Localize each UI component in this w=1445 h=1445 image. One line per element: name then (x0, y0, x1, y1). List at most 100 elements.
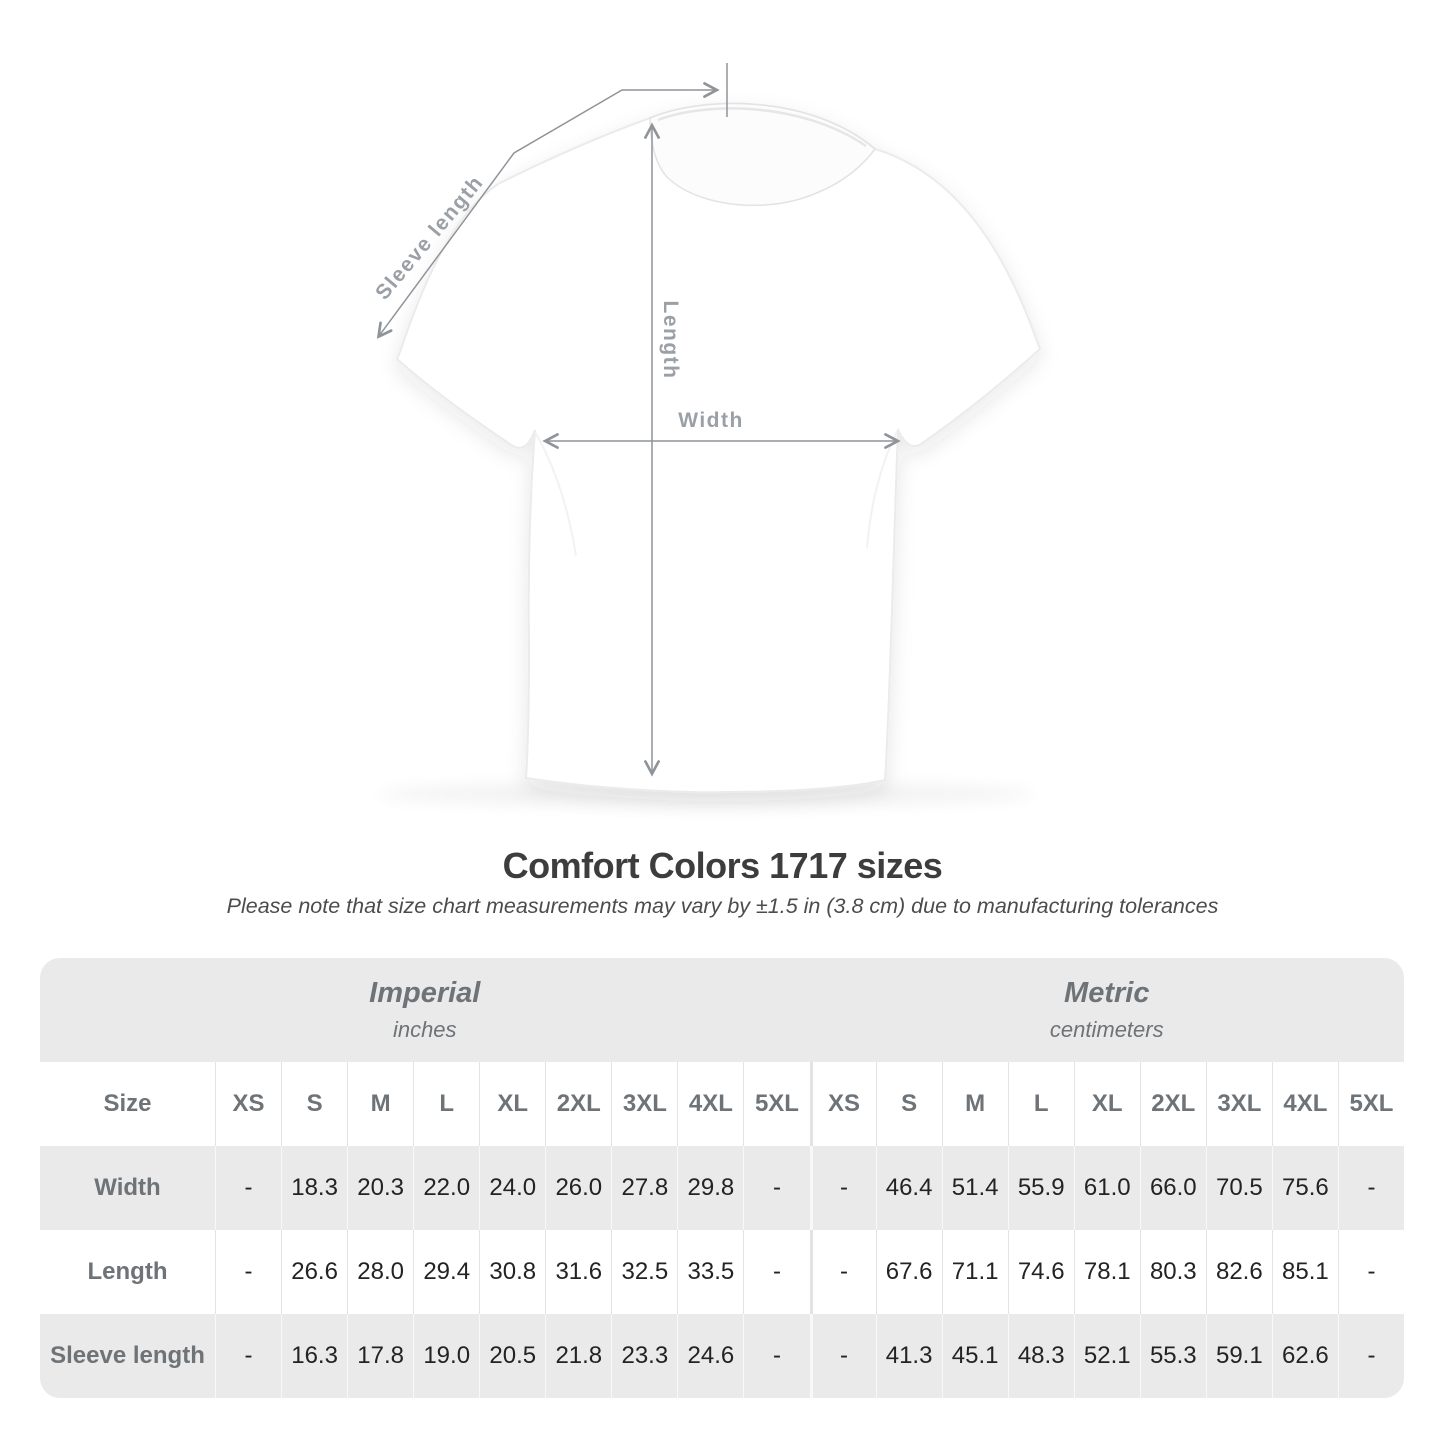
measurement-cell: - (1337, 1230, 1404, 1314)
measurement-cell: 19.0 (413, 1314, 479, 1398)
size-header-imperial-l: L (413, 1062, 479, 1146)
size-header-imperial-2xl: 2XL (545, 1062, 611, 1146)
size-header-metric-4xl: 4XL (1271, 1062, 1338, 1146)
measurement-cell: 27.8 (611, 1146, 677, 1230)
measurement-cell: - (1337, 1314, 1404, 1398)
measurement-cell: 85.1 (1271, 1230, 1338, 1314)
measurement-cell: 17.8 (347, 1314, 413, 1398)
measurement-cell: - (743, 1230, 809, 1314)
measurement-cell: 62.6 (1271, 1314, 1338, 1398)
tshirt-graphic (376, 102, 1042, 806)
tshirt-image (376, 63, 1042, 806)
measurement-cell: 26.0 (545, 1146, 611, 1230)
size-header-metric-5xl: 5XL (1337, 1062, 1404, 1146)
size-table: Imperial inches Metric centimeters Size … (40, 958, 1404, 1398)
measurement-cell: - (1337, 1146, 1404, 1230)
size-header-metric-xs: XS (809, 1062, 876, 1146)
size-header-metric-2xl: 2XL (1139, 1062, 1206, 1146)
measurement-cell: 78.1 (1073, 1230, 1140, 1314)
page-title: Comfort Colors 1717 sizes (502, 845, 943, 886)
measurement-cell: 22.0 (413, 1146, 479, 1230)
table-row-sleeve-length: Sleeve length -16.3 17.8 19.0 20.5 21.8 23.3 24… (40, 1314, 1404, 1398)
measurement-cell: 61.0 (1073, 1146, 1140, 1230)
measurement-cell: 30.8 (479, 1230, 545, 1314)
size-header-imperial-3xl: 3XL (611, 1062, 677, 1146)
row-label: Length (87, 1258, 168, 1285)
table-body: Width -18.3 20.3 22.0 24.0 26.0 27.8 29.8- -46.4… (40, 1146, 1404, 1398)
measurement-cell: 20.5 (479, 1314, 545, 1398)
metric-unit-header: Metric centimeters (810, 958, 1405, 1062)
measurement-cell: - (215, 1230, 281, 1314)
measurement-cell: 46.4 (875, 1146, 942, 1230)
table-row-width: Width -18.3 20.3 22.0 24.0 26.0 27.8 29.8- -46.4… (40, 1146, 1404, 1230)
size-header-imperial-4xl: 4XL (677, 1062, 743, 1146)
measurement-cell: 24.6 (677, 1314, 743, 1398)
measurement-cell: 33.5 (677, 1230, 743, 1314)
size-header-imperial-m: M (347, 1062, 413, 1146)
width-measure-label: Width (678, 409, 744, 432)
fabric-crease-left (534, 431, 577, 557)
measurement-cell: 48.3 (1007, 1314, 1074, 1398)
size-header-imperial-s: S (281, 1062, 347, 1146)
measurement-cell: - (743, 1146, 809, 1230)
size-header-row: Size XS S M L XL 2XL 3XL 4XL 5XL XS S M L XL 2XL 3XL 4XL… (40, 1062, 1404, 1146)
measurement-cell: 29.8 (677, 1146, 743, 1230)
size-header-metric-s: S (875, 1062, 942, 1146)
measurement-cell: 59.1 (1205, 1314, 1272, 1398)
tolerance-note: Please note that size chart measurements… (226, 894, 1219, 918)
measurement-cell: 80.3 (1139, 1230, 1206, 1314)
measurement-cell: 45.1 (941, 1314, 1008, 1398)
size-column-header: Size (103, 1090, 152, 1117)
measurement-cell: 75.6 (1271, 1146, 1338, 1230)
tshirt-diagram: Sleeve length Length Width (371, 63, 1042, 806)
measurement-cell: - (215, 1314, 281, 1398)
measurement-cell: - (809, 1146, 876, 1230)
length-measure-label: Length (659, 300, 682, 380)
measurement-lines (379, 63, 897, 773)
measurement-cell: 52.1 (1073, 1314, 1140, 1398)
table-row-length: Length -26.6 28.0 29.4 30.8 31.6 32.5 33.5- -67.… (40, 1230, 1404, 1314)
measurement-cell: 24.0 (479, 1146, 545, 1230)
measurement-cell: - (809, 1314, 876, 1398)
size-header-metric-m: M (941, 1062, 1008, 1146)
measurement-cell: 82.6 (1205, 1230, 1272, 1314)
measurement-cell: 67.6 (875, 1230, 942, 1314)
row-label: Width (94, 1174, 161, 1201)
measurement-cell: 23.3 (611, 1314, 677, 1398)
measurement-cell: 51.4 (941, 1146, 1008, 1230)
size-header-imperial-xs: XS (215, 1062, 281, 1146)
row-label: Sleeve length (50, 1342, 205, 1369)
measurement-cell: 55.3 (1139, 1314, 1206, 1398)
measurement-cell: 16.3 (281, 1314, 347, 1398)
measurement-cell: 66.0 (1139, 1146, 1206, 1230)
measurement-cell: 31.6 (545, 1230, 611, 1314)
measurement-cell: 29.4 (413, 1230, 479, 1314)
imperial-label: Imperial (369, 977, 481, 1009)
size-header-imperial-5xl: 5XL (743, 1062, 809, 1146)
size-header-metric-3xl: 3XL (1205, 1062, 1272, 1146)
measurement-cell: 41.3 (875, 1314, 942, 1398)
imperial-sublabel: inches (392, 1017, 457, 1042)
measurement-cell: 71.1 (941, 1230, 1008, 1314)
measurement-cell: - (809, 1230, 876, 1314)
measurement-cell: 74.6 (1007, 1230, 1074, 1314)
measurement-cell: - (743, 1314, 809, 1398)
measurement-cell: 70.5 (1205, 1146, 1272, 1230)
measurement-cell: 21.8 (545, 1314, 611, 1398)
metric-label: Metric (1064, 977, 1150, 1009)
size-header-imperial-xl: XL (479, 1062, 545, 1146)
measurement-cell: 20.3 (347, 1146, 413, 1230)
measurement-cell: 32.5 (611, 1230, 677, 1314)
unit-header-band: Imperial inches Metric centimeters (40, 958, 1404, 1062)
size-header-metric-l: L (1007, 1062, 1074, 1146)
sleeve-length-line (379, 90, 716, 336)
measurement-cell: 26.6 (281, 1230, 347, 1314)
measurement-cell: 28.0 (347, 1230, 413, 1314)
measurement-cell: - (215, 1146, 281, 1230)
metric-sublabel: centimeters (1049, 1017, 1164, 1042)
size-header-metric-xl: XL (1073, 1062, 1140, 1146)
imperial-unit-header: Imperial inches (40, 958, 810, 1062)
measurement-cell: 18.3 (281, 1146, 347, 1230)
tshirt-body (395, 102, 1042, 794)
